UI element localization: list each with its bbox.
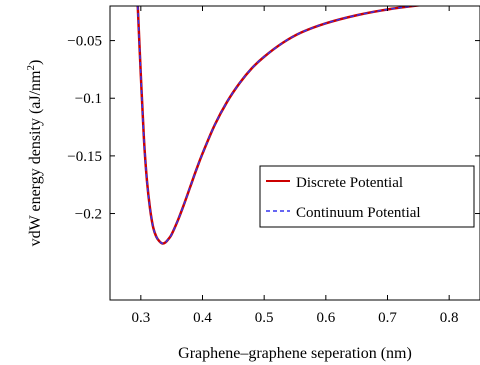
y-axis-label-superscript: 2 [25, 65, 37, 71]
x-tick-label: 0.7 [378, 310, 397, 326]
y-tick-label: −0.15 [67, 149, 102, 165]
y-tick-label: −0.1 [75, 91, 102, 107]
x-tick-label: 0.3 [131, 310, 150, 326]
legend-label-discrete: Discrete Potential [296, 175, 403, 191]
y-axis-label: vdW energy density (aJ/nm2) [25, 60, 44, 247]
series-line-continuum-potential [137, 6, 420, 245]
x-tick-label: 0.6 [316, 310, 335, 326]
legend-label-continuum: Continuum Potential [296, 205, 421, 221]
x-tick-label: 0.8 [440, 310, 459, 326]
x-tick-label: 0.5 [255, 310, 274, 326]
y-axis-label-main: vdW energy density (aJ/nm [27, 70, 44, 246]
plot-frame [109, 5, 480, 301]
legend: Discrete Potential Continuum Potential [259, 165, 475, 228]
y-axis-label-suffix: ) [27, 60, 44, 65]
y-tick-label: −0.05 [67, 34, 102, 50]
x-tick-label: 0.4 [193, 310, 212, 326]
x-axis-label: Graphene–graphene seperation (nm) [178, 345, 412, 362]
y-tick-label: −0.2 [75, 207, 102, 223]
legend-box [259, 165, 475, 228]
